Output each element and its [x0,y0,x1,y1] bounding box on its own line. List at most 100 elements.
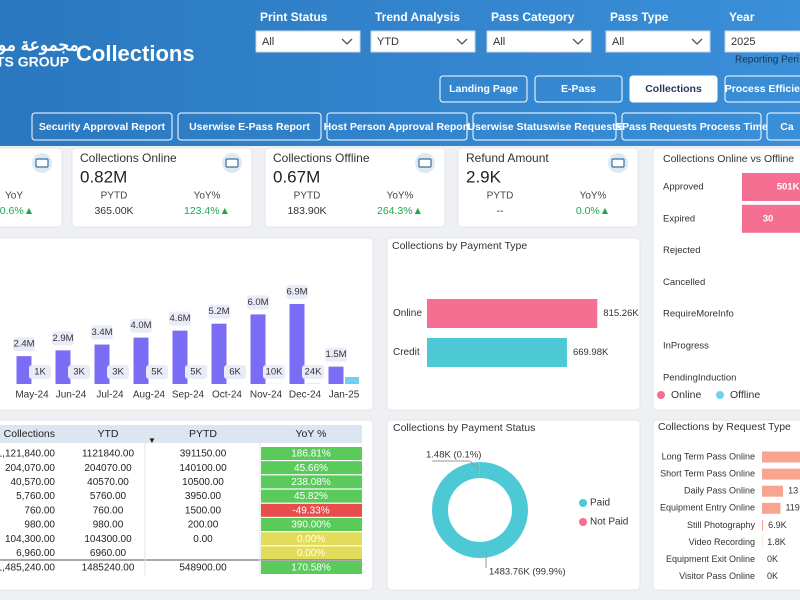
bar [762,468,800,480]
data-label: 6.9K [768,520,787,530]
data-label: 1.5M [325,349,346,360]
chart-title: Collections by Payment Type [392,240,527,252]
nav-button[interactable] [31,112,173,141]
table-cell: 6,960.00 [16,548,55,559]
data-label-box [302,365,324,379]
y-tick-label: Visitor Pass Online [679,571,755,581]
dropdown-chevron [341,38,353,45]
x-tick-label: Aug-24 [133,390,166,401]
chart-panel [652,419,800,591]
y-tick-label: Online [393,308,422,319]
data-label: 5.2M [208,306,229,317]
nav-button[interactable] [621,112,762,141]
bar [16,356,32,384]
legend-label: Offline [730,389,760,401]
reporting-period: Reporting Peri [735,55,799,66]
logo-arabic: مجموعة مو [0,35,79,55]
y-tick-label: Cancelled [663,277,705,288]
data-label-box [29,365,51,379]
nav-button[interactable] [629,75,718,103]
x-tick-label: May-24 [15,390,49,401]
table-cell: 760.00 [93,505,124,516]
data-label: 1.48K (0.1%) [426,450,481,461]
kpi-value: 2.9K [466,167,502,186]
y-tick-label: Approved [663,182,704,193]
table-cell: 0.00 [193,534,213,545]
data-label: 119 [785,503,799,513]
filter-dropdown[interactable] [724,30,800,53]
table-cell: 980.00 [93,520,124,531]
filter-dropdown[interactable] [255,30,361,53]
legend-marker [716,391,724,399]
data-label: 669.98K [573,347,609,358]
nav-button[interactable] [724,75,800,103]
nav-button[interactable] [439,75,528,103]
table-cell: 5,760.00 [16,491,55,502]
x-tick-label: Sep-24 [172,390,205,401]
nav-button-label: Userwise Statuswise Requests [467,121,621,133]
filter-dropdown[interactable] [486,30,592,53]
data-label-box [185,365,207,379]
table-cell: 204,070.00 [5,463,55,474]
data-label: 6.0M [247,297,268,308]
nav-button[interactable] [472,112,617,141]
table-cell: 45.66% [294,463,328,474]
data-label-box [286,284,308,299]
bar [742,204,800,233]
nav-button[interactable] [326,112,468,141]
data-label: 30 [763,213,774,224]
data-label: 10K [266,367,284,378]
data-label: 0K [767,571,778,581]
filter-value: All [262,36,274,48]
legend-marker [579,518,587,526]
kpi-icon [35,158,49,168]
data-label: 3.4M [91,327,112,338]
kpi-icon [225,158,239,168]
data-label-box [130,318,152,333]
kpi-value: 0.82M [80,167,127,186]
dropdown-chevron [456,38,468,45]
kpi-pytd-value: 365.00K [94,205,133,217]
table-cell: 1121840.00 [82,449,135,460]
kpi-pytd-value: 183.90K [287,205,326,217]
kpi-card [457,147,639,228]
data-label: 4.6M [169,313,190,324]
kpi-card [71,147,253,228]
nav-button[interactable] [177,112,322,141]
table-cell: 391150.00 [180,449,227,460]
x-tick-label: Jan-25 [329,390,360,401]
header-band [0,0,800,146]
y-tick-label: Credit [393,347,420,358]
data-label-box [169,311,191,326]
yoy-cell [261,546,362,560]
kpi-yoy-label: YoY% [387,191,414,202]
table-cell: -49.33% [292,505,329,516]
column-header: YoY % [296,428,327,440]
data-label: 1.8K [767,537,786,547]
kpi-pytd-label: PYTD [101,191,128,202]
nav-button-label: Landing Page [449,83,518,95]
table-cell: 45.82% [294,491,328,502]
data-label-box [263,365,285,379]
y-tick-label: Still Photography [687,520,756,530]
nav-button[interactable] [766,112,800,141]
filter-value: All [493,36,505,48]
dropdown-chevron [572,38,584,45]
table-cell: 40,570.00 [11,477,56,488]
kpi-value: 0.67M [273,167,320,186]
nav-button[interactable] [534,75,623,103]
data-label: 1483.76K (99.9%) [489,567,566,578]
table-cell: 104300.00 [84,534,132,545]
filter-dropdown[interactable] [605,30,711,53]
bar [211,323,227,384]
chart-title: Collections by Payment Status [393,422,535,434]
y-tick-label: Expired [663,213,695,224]
column-header: YTD [98,428,119,440]
filter-dropdown[interactable] [370,30,476,53]
bar [742,173,800,201]
data-label: 5K [190,367,202,378]
kpi-card [264,147,446,228]
yoy-cell [261,518,362,531]
table-cell: 6960.00 [90,548,127,559]
table-cell: 204070.00 [84,463,132,474]
